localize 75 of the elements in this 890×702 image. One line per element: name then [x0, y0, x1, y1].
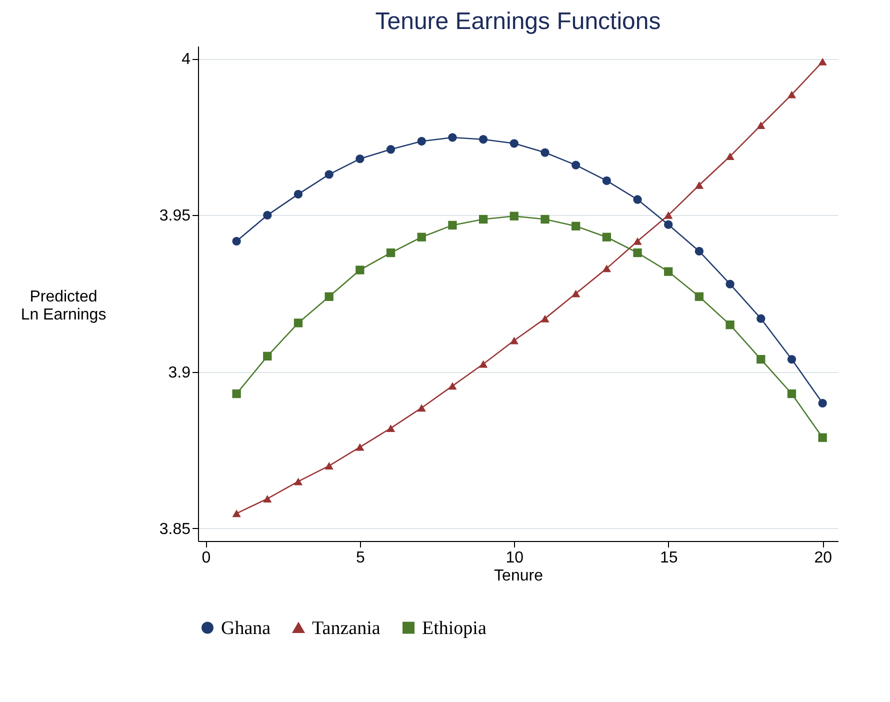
point: [294, 478, 303, 486]
point: [694, 246, 704, 256]
point: [263, 210, 272, 220]
x-tick-label: 15: [660, 550, 678, 566]
point: [356, 266, 364, 274]
point: [787, 90, 796, 98]
point: [633, 237, 642, 245]
x-tick-label: 5: [356, 550, 365, 566]
point: [478, 135, 488, 144]
point: [448, 220, 457, 230]
point: [386, 248, 396, 258]
x-tick-label: 0: [202, 550, 211, 566]
point: [787, 389, 796, 398]
point: [572, 160, 580, 170]
point: [510, 139, 518, 148]
y-tick-label: 4: [182, 51, 191, 68]
y-tick-label: 3.9: [168, 364, 191, 382]
point: [386, 145, 396, 154]
legend-label: Ethiopia: [422, 618, 487, 639]
point: [787, 354, 796, 364]
point: [540, 148, 550, 157]
y-axis-title: Predicted Ln Earnings: [20, 288, 106, 324]
point: [294, 190, 303, 199]
y-tick-label: 3.85: [159, 520, 191, 538]
point: [664, 267, 673, 276]
y-tick-label: 3.95: [159, 208, 191, 225]
point: [417, 136, 426, 146]
point: [602, 176, 612, 186]
point: [726, 280, 734, 288]
point: [356, 443, 364, 451]
point: [756, 354, 766, 364]
point: [818, 398, 827, 408]
point: [540, 314, 550, 322]
point: [232, 510, 241, 518]
point: [818, 58, 827, 66]
point: [263, 352, 272, 360]
chart-title: Tenure Earnings Functions: [375, 8, 661, 35]
point: [572, 290, 580, 298]
point: [756, 122, 766, 130]
legend-label: Ghana: [221, 618, 272, 639]
point: [232, 389, 241, 398]
point: [664, 220, 673, 229]
point: [818, 433, 827, 442]
point: [540, 214, 550, 224]
point: [726, 320, 734, 330]
point: [232, 236, 241, 246]
point: [726, 152, 734, 160]
point: [478, 360, 488, 368]
legend-label: Tanzania: [312, 618, 381, 639]
point: [417, 404, 426, 412]
point: [386, 424, 396, 432]
point: [756, 314, 766, 323]
point: [602, 232, 612, 242]
x-tick-label: 20: [814, 550, 832, 566]
x-tick-label: 10: [506, 550, 524, 566]
point: [478, 214, 488, 224]
point: [324, 462, 334, 470]
point: [694, 292, 704, 301]
point: [324, 170, 334, 179]
point: [694, 181, 704, 189]
point: [294, 318, 303, 328]
point: [572, 222, 580, 230]
point: [448, 382, 457, 390]
x-axis-title: Tenure: [494, 568, 544, 584]
point: [633, 248, 642, 258]
point: [356, 154, 364, 164]
point: [417, 232, 426, 242]
point: [633, 195, 642, 204]
point: [510, 212, 518, 220]
point: [664, 211, 673, 219]
point: [602, 264, 612, 272]
point: [448, 133, 457, 142]
point: [324, 292, 334, 301]
point: [263, 494, 272, 502]
point: [510, 336, 518, 344]
